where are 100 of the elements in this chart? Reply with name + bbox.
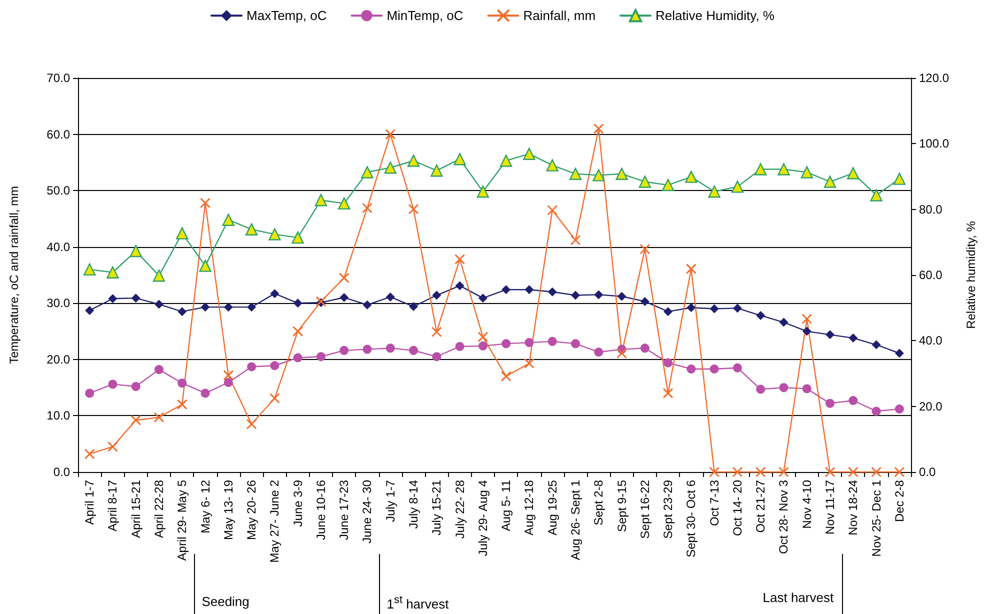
point xyxy=(130,414,142,426)
x-tick-label: July 29- Aug 4 xyxy=(476,480,490,556)
point xyxy=(640,244,650,254)
x-tick-label: Dec 2-8 xyxy=(892,480,906,522)
point xyxy=(594,290,604,300)
y2-tick-label: 80.0 xyxy=(919,202,943,216)
point xyxy=(478,332,488,342)
point xyxy=(778,163,790,176)
point xyxy=(130,244,142,258)
y2-tick-label: 40.0 xyxy=(919,334,943,348)
x-tick-label: Sept 23-29 xyxy=(661,480,676,539)
point xyxy=(176,399,188,410)
point xyxy=(664,307,673,316)
x-tick-label: May 13- 19 xyxy=(221,480,236,540)
point xyxy=(223,370,234,380)
point xyxy=(269,393,280,404)
x-tick-label: May 27- June 2 xyxy=(268,480,282,563)
point xyxy=(570,339,580,348)
point xyxy=(502,339,511,348)
point xyxy=(871,466,882,478)
point xyxy=(200,388,210,398)
point xyxy=(108,294,118,304)
x-tick-label: June 24- 30 xyxy=(360,480,374,544)
point xyxy=(478,341,488,350)
point xyxy=(247,362,256,372)
point xyxy=(756,311,766,320)
point xyxy=(732,363,742,372)
point xyxy=(362,344,372,354)
point xyxy=(85,388,94,398)
point xyxy=(292,231,304,244)
point xyxy=(523,148,536,160)
point xyxy=(362,202,372,214)
point xyxy=(710,364,719,374)
y2-tick-label: 20.0 xyxy=(919,399,943,414)
point xyxy=(569,168,582,180)
point xyxy=(222,214,235,226)
point xyxy=(524,285,534,294)
point xyxy=(824,176,836,188)
y-tick-label: 40.0 xyxy=(46,240,70,254)
point xyxy=(710,304,719,314)
point xyxy=(779,318,788,327)
point xyxy=(431,326,442,338)
x-tick-label: June 3-9 xyxy=(290,480,305,527)
point xyxy=(826,398,835,408)
point xyxy=(386,292,395,302)
point xyxy=(292,326,304,337)
y-tick-label: 50.0 xyxy=(46,184,70,198)
x-tick-label: April 22-28 xyxy=(152,480,166,538)
point xyxy=(708,186,720,198)
x-tick-label: Sept 30- Oct 6 xyxy=(684,480,698,558)
x-tick-label: July 15-21 xyxy=(430,480,444,536)
point xyxy=(826,330,835,340)
point xyxy=(338,272,350,284)
x-tick-label: July 22- 28 xyxy=(452,480,467,539)
x-tick-label: June 10-16 xyxy=(314,480,328,540)
x-tick-label: July 1-7 xyxy=(383,480,398,522)
point xyxy=(546,159,558,172)
x-tick-label: Nov 11-17 xyxy=(823,480,838,534)
x-tick-label: Sept 9-15 xyxy=(614,480,629,532)
point xyxy=(131,382,140,391)
point xyxy=(314,194,328,206)
point xyxy=(154,300,164,309)
text: 1$^{st}$ harvest xyxy=(386,594,449,612)
point xyxy=(106,266,119,278)
point xyxy=(893,172,906,185)
x-tick-label: July 8-14 xyxy=(406,480,421,529)
x-tick-label: Aug 12-18 xyxy=(522,480,536,536)
point xyxy=(176,227,188,240)
x-tick-label: May 20- 26 xyxy=(244,480,259,540)
point xyxy=(872,340,881,350)
point xyxy=(384,162,396,174)
point xyxy=(570,234,581,246)
point xyxy=(430,164,443,177)
point xyxy=(224,302,233,312)
point xyxy=(454,153,466,166)
y2-tick-label: 100.0 xyxy=(919,136,950,151)
point xyxy=(848,396,858,406)
point xyxy=(524,338,534,348)
point xyxy=(409,346,418,355)
x-tick-label: Nov 18-24 xyxy=(846,480,860,536)
x-tick-label: June 17-23 xyxy=(337,480,352,540)
y2-tick-label: 120.0 xyxy=(919,71,950,85)
point xyxy=(616,168,628,180)
point xyxy=(617,292,626,301)
point xyxy=(454,254,466,264)
point xyxy=(408,204,419,214)
point xyxy=(732,466,743,478)
x-tick-label: Aug 19-25 xyxy=(545,480,560,536)
x-tick-label: Oct 21-27 xyxy=(754,480,768,533)
text: Seeding xyxy=(202,594,250,609)
text: Last harvest xyxy=(762,590,834,605)
point xyxy=(293,353,302,362)
legend-label: MaxTemp, oC xyxy=(246,8,327,24)
point xyxy=(455,281,464,290)
legend-label: MinTemp, oC xyxy=(386,8,464,24)
point xyxy=(547,205,558,216)
point xyxy=(894,348,904,358)
x-tick-label: April 1-7 xyxy=(82,480,97,525)
point xyxy=(502,285,511,294)
point xyxy=(245,223,258,236)
